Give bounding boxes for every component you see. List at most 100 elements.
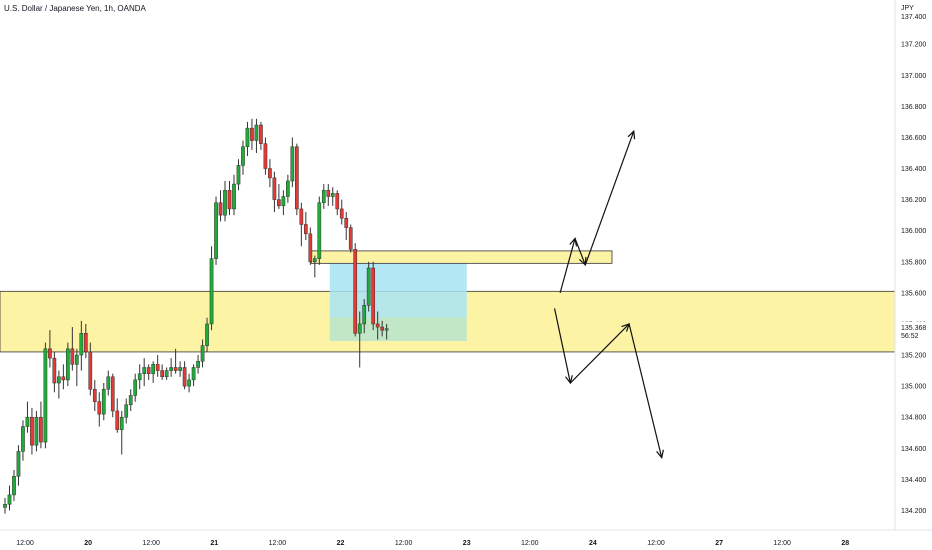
up-arrow-1[interactable] [559,238,576,294]
candle[interactable] [119,416,124,430]
candle[interactable] [43,348,48,443]
candle[interactable] [209,258,214,325]
up-arrow-2[interactable] [584,131,635,266]
take-profit-box[interactable] [329,317,467,342]
stop-loss-box[interactable] [329,261,467,318]
candle[interactable] [344,218,349,228]
candle[interactable] [339,208,344,219]
candle[interactable] [12,476,16,496]
candle[interactable] [353,249,358,334]
candle[interactable] [384,328,389,331]
candle[interactable] [268,168,272,179]
candle[interactable] [200,345,205,362]
y-tick-label: 137.200 [901,42,926,49]
candle[interactable] [79,333,84,356]
candle[interactable] [335,193,340,210]
candle[interactable] [308,233,313,263]
price-axis[interactable]: JPY 137.400 137.200 137.000 136.800 136.600 13… [894,0,932,530]
candle[interactable] [48,348,52,359]
candle[interactable] [375,323,380,328]
candle[interactable] [57,376,61,384]
candle[interactable] [259,124,263,144]
candle[interactable] [330,193,335,197]
candle[interactable] [196,361,200,368]
candle[interactable] [124,404,129,418]
candle[interactable] [66,348,70,381]
candle[interactable] [110,376,115,412]
down-arrow-2[interactable] [628,323,663,458]
candle[interactable] [227,190,232,210]
candle[interactable] [299,208,304,225]
candle[interactable] [191,367,196,381]
candle[interactable] [101,388,106,415]
candle[interactable] [39,416,43,443]
candle[interactable] [290,146,295,182]
candle[interactable] [236,165,241,185]
candle[interactable] [348,227,353,250]
candle[interactable] [74,354,79,365]
candle[interactable] [21,426,25,452]
candle[interactable] [106,376,111,390]
candle[interactable] [223,190,227,216]
candle[interactable] [277,199,281,207]
candle[interactable] [317,202,322,259]
candle[interactable] [7,494,12,505]
candle[interactable] [155,364,160,371]
candle[interactable] [371,267,376,325]
candle[interactable] [16,451,21,477]
candle[interactable] [52,357,57,384]
candle[interactable] [245,127,250,148]
candle[interactable] [97,401,102,415]
symbol-title[interactable]: U.S. Dollar / Japanese Yen, 1h, OANDA [4,4,146,13]
candle[interactable] [232,183,236,210]
candle[interactable] [146,367,151,374]
candle[interactable] [272,177,277,200]
candle[interactable] [312,258,317,263]
candle[interactable] [218,202,223,216]
candle[interactable] [321,190,326,203]
plot-area[interactable] [0,118,896,514]
candle[interactable] [30,416,34,446]
candle[interactable] [187,379,191,387]
candle[interactable] [366,267,371,306]
candle[interactable] [182,367,187,387]
candle[interactable] [295,146,299,210]
candle[interactable] [173,367,178,371]
candle[interactable] [34,416,39,446]
candle[interactable] [83,333,88,353]
candle[interactable] [142,367,147,374]
candle[interactable] [281,196,286,207]
candle[interactable] [263,143,268,169]
candle[interactable] [169,367,173,371]
candle[interactable] [3,503,7,508]
candle[interactable] [303,224,308,235]
candle[interactable] [70,348,75,365]
candle[interactable] [61,376,66,381]
time-axis[interactable]: 12:00 20 12:00 21 12:00 22 12:00 23 12:00 24 12:00… [0,529,932,547]
candle[interactable] [92,388,97,402]
candle[interactable] [133,379,138,396]
candle[interactable] [286,180,290,197]
candle[interactable] [326,190,331,197]
candle[interactable] [178,367,182,371]
candle[interactable] [357,323,362,334]
candle[interactable] [362,305,367,325]
candle[interactable] [250,127,254,141]
candle[interactable] [380,326,385,331]
down-return-1[interactable] [574,238,586,266]
candle[interactable] [115,410,120,430]
candle[interactable] [151,364,156,374]
candle[interactable] [214,202,218,259]
candle[interactable] [25,416,30,427]
candle[interactable] [205,323,209,346]
candle[interactable] [128,395,133,406]
down-arrow-1[interactable] [553,308,571,384]
candle[interactable] [88,351,93,390]
candle[interactable] [254,124,259,141]
candle[interactable] [160,370,165,378]
up-return-2[interactable] [569,323,630,384]
candle[interactable] [241,146,245,166]
candle[interactable] [164,370,169,378]
candle[interactable] [137,373,142,381]
